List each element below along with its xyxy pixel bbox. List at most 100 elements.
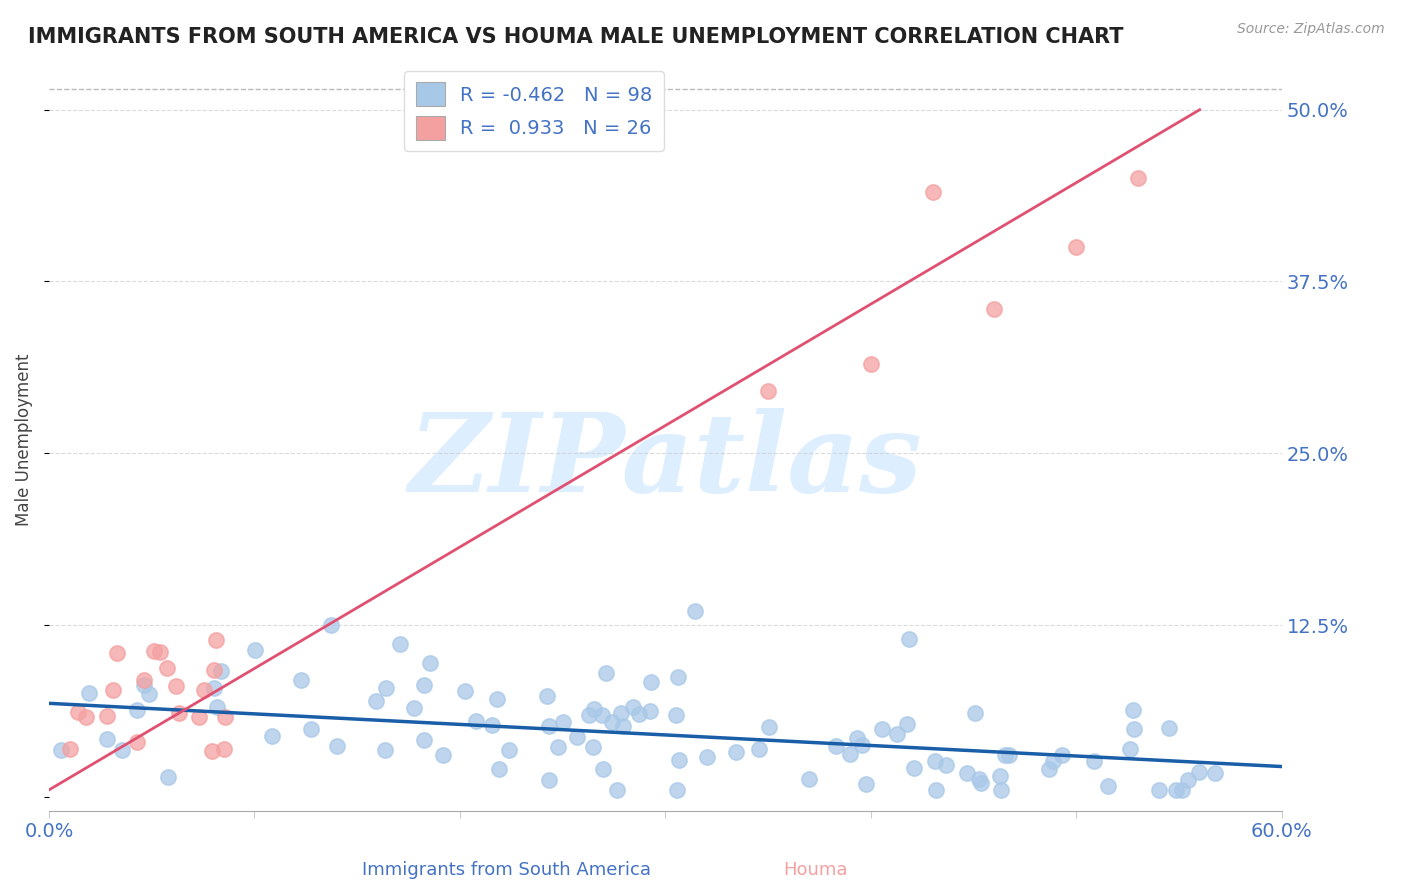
Point	[388, 637, 411, 651]
Point	[896, 717, 918, 731]
Point	[1204, 766, 1226, 780]
Point	[1149, 783, 1171, 797]
Point	[1119, 742, 1142, 756]
Point	[665, 708, 688, 723]
Point	[998, 748, 1021, 763]
Point	[551, 715, 574, 730]
Point	[374, 742, 396, 756]
Point	[404, 701, 426, 715]
Point	[668, 753, 690, 767]
Point	[685, 604, 707, 618]
Point	[990, 783, 1012, 797]
Point	[366, 694, 388, 708]
Point	[859, 357, 882, 371]
Point	[724, 745, 747, 759]
Point	[1042, 755, 1064, 769]
Point	[193, 683, 215, 698]
Point	[156, 660, 179, 674]
Point	[1097, 779, 1119, 793]
Point	[963, 706, 986, 720]
Point	[243, 643, 266, 657]
Point	[202, 681, 225, 695]
Point	[921, 185, 943, 199]
Point	[143, 644, 166, 658]
Point	[1188, 764, 1211, 779]
Point	[748, 742, 770, 756]
Point	[600, 714, 623, 729]
Point	[696, 749, 718, 764]
Point	[886, 727, 908, 741]
Point	[481, 718, 503, 732]
Point	[903, 761, 925, 775]
Point	[612, 719, 634, 733]
Point	[898, 632, 921, 646]
Point	[1171, 783, 1194, 797]
Point	[758, 720, 780, 734]
Point	[797, 772, 820, 787]
Point	[825, 739, 848, 754]
Point	[666, 669, 689, 683]
Point	[214, 742, 236, 756]
Point	[1177, 772, 1199, 787]
Point	[59, 741, 82, 756]
Point	[96, 709, 118, 723]
Point	[855, 777, 877, 791]
Point	[498, 743, 520, 757]
Point	[935, 758, 957, 772]
Point	[214, 710, 236, 724]
Point	[538, 773, 561, 788]
Point	[413, 678, 436, 692]
Text: Immigrants from South America: Immigrants from South America	[361, 861, 651, 879]
Point	[1164, 783, 1187, 797]
Point	[925, 783, 948, 797]
Point	[583, 702, 606, 716]
Point	[988, 769, 1011, 783]
Point	[578, 707, 600, 722]
Y-axis label: Male Unemployment: Male Unemployment	[15, 353, 32, 525]
Point	[187, 710, 209, 724]
Point	[592, 762, 614, 776]
Point	[970, 776, 993, 790]
Point	[1122, 703, 1144, 717]
Point	[1083, 755, 1105, 769]
Point	[66, 705, 89, 719]
Point	[621, 700, 644, 714]
Text: Houma: Houma	[783, 861, 848, 879]
Point	[138, 687, 160, 701]
Point	[1066, 240, 1088, 254]
Point	[127, 703, 149, 717]
Point	[851, 739, 873, 753]
Text: ZIPatlas: ZIPatlas	[409, 408, 922, 516]
Point	[205, 699, 228, 714]
Point	[640, 674, 662, 689]
Text: Source: ZipAtlas.com: Source: ZipAtlas.com	[1237, 22, 1385, 37]
Point	[582, 740, 605, 755]
Point	[321, 618, 343, 632]
Point	[488, 762, 510, 776]
Point	[413, 733, 436, 747]
Point	[666, 783, 689, 797]
Point	[465, 714, 488, 728]
Point	[111, 743, 134, 757]
Point	[167, 706, 190, 721]
Point	[870, 722, 893, 736]
Point	[134, 678, 156, 692]
Point	[845, 731, 868, 746]
Point	[756, 384, 779, 399]
Point	[1122, 722, 1144, 736]
Point	[157, 770, 180, 784]
Point	[205, 633, 228, 648]
Point	[96, 731, 118, 746]
Point	[75, 710, 97, 724]
Point	[454, 684, 477, 698]
Point	[419, 656, 441, 670]
Point	[105, 646, 128, 660]
Point	[375, 681, 398, 695]
Point	[538, 719, 561, 733]
Point	[956, 765, 979, 780]
Text: IMMIGRANTS FROM SOUTH AMERICA VS HOUMA MALE UNEMPLOYMENT CORRELATION CHART: IMMIGRANTS FROM SOUTH AMERICA VS HOUMA M…	[28, 27, 1123, 46]
Point	[299, 722, 322, 736]
Legend: R = -0.462   N = 98, R =  0.933   N = 26: R = -0.462 N = 98, R = 0.933 N = 26	[404, 70, 664, 152]
Point	[606, 783, 628, 797]
Point	[924, 754, 946, 768]
